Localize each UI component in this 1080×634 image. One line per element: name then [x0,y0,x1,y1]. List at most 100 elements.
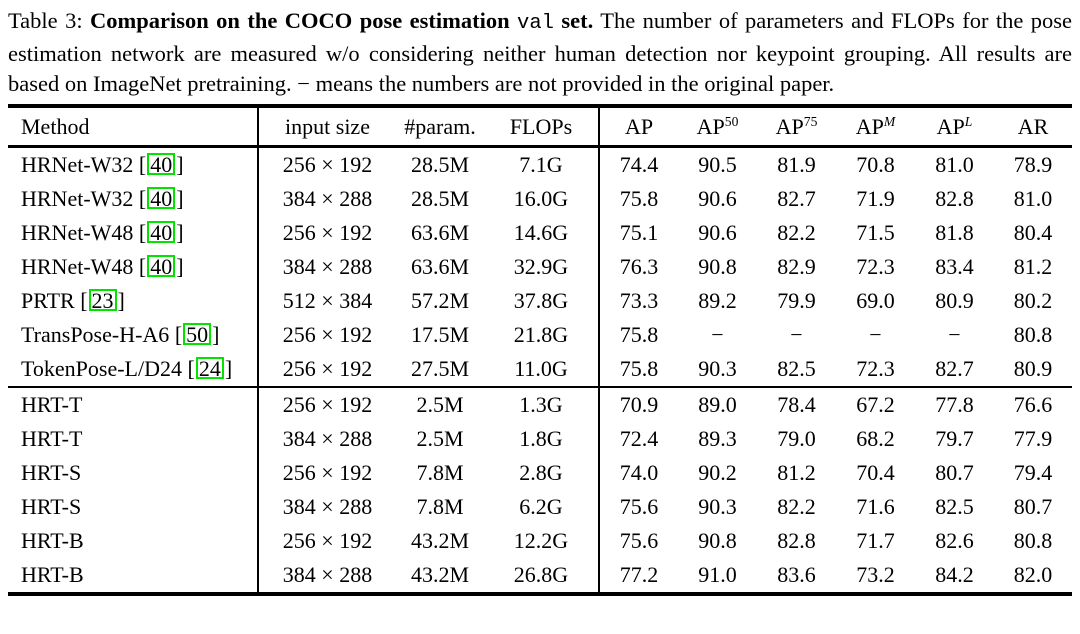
citation-link[interactable]: 24 [195,357,224,380]
value-cell: 76.6 [994,386,1072,422]
method-name: TransPose-H-A6 [21,322,170,347]
value-cell: 43.2M [410,528,470,553]
value-cell: 90.2 [698,460,737,485]
value-cell: 83.4 [935,254,974,279]
method-cell: TransPose-H-A6 [50] [21,322,220,347]
table-row: HRNet-W32 [40] 384 × 288 28.5M 16.0G 75.8 90.… [8,182,1072,216]
value-cell: 80.2 [1013,288,1053,313]
method-cell: HRT-B [8,524,258,558]
table-row: HRT-T 256 × 192 2.5M 1.3G 70.9 89.0 78.4 67.2 77… [8,386,1072,422]
value-cell: 90.8 [698,528,737,553]
citation-link[interactable]: 40 [147,153,176,176]
value-cell: 75.8 [598,182,678,216]
value-cell: 57.2M [410,288,470,313]
value-cell: 90.3 [698,494,737,519]
method-cell: PRTR [23] [21,288,125,313]
method-cell: HRNet-W48 [40] [21,220,184,245]
value-cell: 75.6 [598,490,678,524]
method-cell: TokenPose-L/D24 [24] [21,356,233,381]
value-cell: 16.0G [513,186,569,211]
value-cell: 63.6M [410,220,470,245]
value-cell: 89.2 [698,288,737,313]
value-cell: 73.2 [856,562,895,587]
col-header-ar: AR [994,106,1072,148]
col-header-method: Method [8,106,258,148]
value-cell: 89.3 [698,426,737,451]
table-row: HRT-T 384 × 288 2.5M 1.8G 72.4 89.3 79.0 68.2 79… [8,422,1072,456]
header-label: #param. [404,113,476,139]
method-cell: HRT-B [8,558,258,594]
value-cell: 256 × 192 [257,318,396,352]
caption-set: set. [553,8,594,33]
method-name: TokenPose-L/D24 [21,356,182,381]
value-cell: 73.3 [598,284,678,318]
value-cell: 75.6 [598,524,678,558]
header-label: AP [696,113,725,139]
header-superscript: 75 [803,114,818,129]
col-header-apm: APM [836,106,915,148]
value-cell: 82.0 [1013,562,1053,587]
citation-link[interactable]: 40 [147,221,176,244]
value-cell: 76.3 [598,250,678,284]
method-name: HRT-B [21,528,84,553]
header-label: AP [855,113,884,139]
method-name: HRT-S [21,494,82,519]
value-cell: − [948,322,961,347]
value-cell: 72.3 [856,356,895,381]
value-cell: 79.9 [777,288,816,313]
value-cell: 80.8 [1013,528,1053,553]
value-cell: 256 × 192 [257,456,396,490]
value-cell: 80.9 [1013,356,1053,381]
citation-link[interactable]: 40 [147,187,176,210]
value-cell: 71.6 [856,494,895,519]
header-superscript: L [964,114,973,129]
value-cell: 28.5M [410,186,470,211]
table-body: HRNet-W32 [40] 256 × 192 28.5M 7.1G 74.4 90.5… [8,146,1072,594]
value-cell: 70.9 [598,386,678,422]
method-name: HRT-B [21,562,84,587]
header-row: Method input size #param. FLOPs AP AP50 … [8,106,1072,148]
value-cell: 83.6 [777,562,816,587]
value-cell: 67.2 [836,386,915,422]
value-cell: 81.9 [777,152,816,177]
table-caption: Table 3: Comparison on the COCO pose est… [8,6,1072,99]
citation-link[interactable]: 23 [88,289,117,312]
table-row: PRTR [23] 512 × 384 57.2M 37.8G 73.3 89.2 79.9… [8,284,1072,318]
method-cell: HRNet-W32 [40] [21,152,184,177]
value-cell: 82.2 [777,220,816,245]
method-cell: HRNet-W32 [40] [21,186,184,211]
citation-link[interactable]: 50 [183,323,212,346]
method-name: PRTR [21,288,75,313]
header-superscript: M [883,114,896,129]
value-cell: 80.4 [1013,220,1053,245]
value-cell: 2.8G [519,460,563,485]
value-cell: 80.7 [935,460,974,485]
value-cell: 27.5M [410,356,470,381]
value-cell: 72.3 [856,254,895,279]
table-row: HRNet-W32 [40] 256 × 192 28.5M 7.1G 74.4 90.5… [8,146,1072,182]
value-cell: 72.4 [598,422,678,456]
method-cell: HRT-T [8,386,258,422]
col-header-ap50: AP50 [678,106,757,148]
value-cell: 81.0 [1013,186,1053,211]
table-row: HRT-S 256 × 192 7.8M 2.8G 74.0 90.2 81.2 70.4 80… [8,456,1072,490]
method-name: HRNet-W48 [21,220,134,245]
value-cell: 82.5 [777,356,816,381]
value-cell: 43.2M [410,562,470,587]
method-name: HRNet-W32 [21,152,134,177]
value-cell: 82.7 [777,186,816,211]
citation-link[interactable]: 40 [147,255,176,278]
value-cell: 79.7 [935,426,974,451]
value-cell: 512 × 384 [257,284,396,318]
value-cell: 79.0 [777,426,816,451]
table-row: TokenPose-L/D24 [24] 256 × 192 27.5M 11.0G 7… [8,352,1072,387]
caption-body: The number of parameters and FLOPs for t… [8,8,1073,96]
value-cell: 6.2G [519,494,563,519]
method-cell: HRT-S [8,490,258,524]
value-cell: 7.1G [519,152,563,177]
col-header-ap: AP [598,106,678,148]
table-row: HRT-B 256 × 192 43.2M 12.2G 75.6 90.8 82.8 71.7… [8,524,1072,558]
value-cell: 80.8 [1013,322,1053,347]
method-name: HRNet-W48 [21,254,134,279]
header-label: AR [1017,113,1049,139]
